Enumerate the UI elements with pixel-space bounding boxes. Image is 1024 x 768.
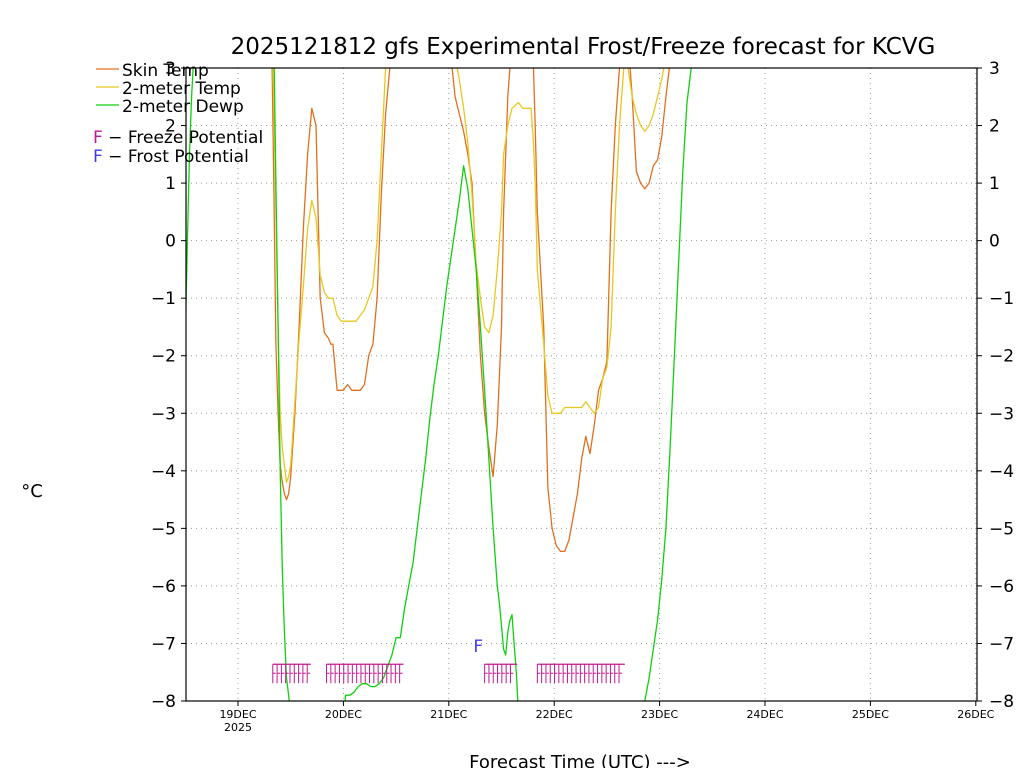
x-tick-label: 19DEC	[219, 708, 256, 721]
x-tick-sublabel: 2025	[224, 721, 252, 734]
y-tick-label-right: −6	[989, 577, 1014, 597]
x-tick-label: 22DEC	[536, 708, 573, 721]
x-tick-label: 26DEC	[957, 708, 994, 721]
frost-potential-marks: F	[473, 637, 483, 657]
potential-legend-item: F − Frost Potential	[93, 147, 249, 167]
y-tick-label-right: −5	[989, 519, 1014, 539]
y-axis-label: °C	[21, 481, 43, 502]
y-tick-label-right: −7	[989, 634, 1014, 654]
legend-label: 2-meter Dewp	[122, 97, 244, 117]
freeze-potential-marks	[272, 663, 625, 684]
x-tick-label: 20DEC	[325, 708, 362, 721]
y-tick-label-left: 3	[165, 59, 176, 79]
y-tick-label-right: −8	[989, 692, 1014, 712]
y-tick-label-left: −2	[151, 347, 176, 367]
series-lines	[186, 68, 692, 701]
frost-potential-mark: F	[473, 637, 483, 657]
legend-label: Skin Temp	[122, 61, 209, 81]
y-tick-label-left: −5	[151, 519, 176, 539]
series-line-2-meter-temp	[272, 68, 665, 483]
grid-lines	[186, 68, 977, 701]
potential-legend-item: F − Freeze Potential	[93, 128, 263, 148]
series-line-2-meter-dewp	[186, 68, 692, 701]
y-tick-label-left: −1	[151, 289, 176, 309]
x-tick-label: 23DEC	[641, 708, 678, 721]
y-tick-label-right: 1	[989, 174, 1000, 194]
y-tick-label-right: −1	[989, 289, 1014, 309]
legend-label: 2-meter Temp	[122, 79, 241, 99]
y-tick-label-left: −4	[151, 462, 176, 482]
y-tick-label-right: 0	[989, 232, 1000, 252]
y-tick-label-left: −7	[151, 634, 176, 654]
y-tick-label-left: −6	[151, 577, 176, 597]
y-tick-label-right: −4	[989, 462, 1014, 482]
y-tick-label-right: −2	[989, 347, 1014, 367]
y-tick-label-right: −3	[989, 404, 1014, 424]
series-line-skin-temp	[271, 68, 671, 553]
y-tick-label-left: 2	[165, 117, 176, 137]
y-tick-label-left: 1	[165, 174, 176, 194]
y-axis-ticks: −8 −8 −7 −7 −6 −6 −5 −5 −4 −4 −3 −3 −2 −2 −1 −1 0 0 1 1 2 2 3 3	[151, 59, 1014, 712]
x-tick-label: 24DEC	[746, 708, 783, 721]
chart-title: 2025121812 gfs Experimental Frost/Freeze…	[231, 34, 936, 60]
y-tick-label-left: −8	[151, 692, 176, 712]
plot-frame	[185, 67, 978, 702]
y-tick-label-left: −3	[151, 404, 176, 424]
y-tick-label-left: 0	[165, 232, 176, 252]
x-axis-label: Forecast Time (UTC) --->	[469, 752, 691, 768]
y-tick-label-right: 3	[989, 59, 1000, 79]
y-tick-label-right: 2	[989, 117, 1000, 137]
x-tick-label: 25DEC	[852, 708, 889, 721]
x-tick-label: 21DEC	[430, 708, 467, 721]
